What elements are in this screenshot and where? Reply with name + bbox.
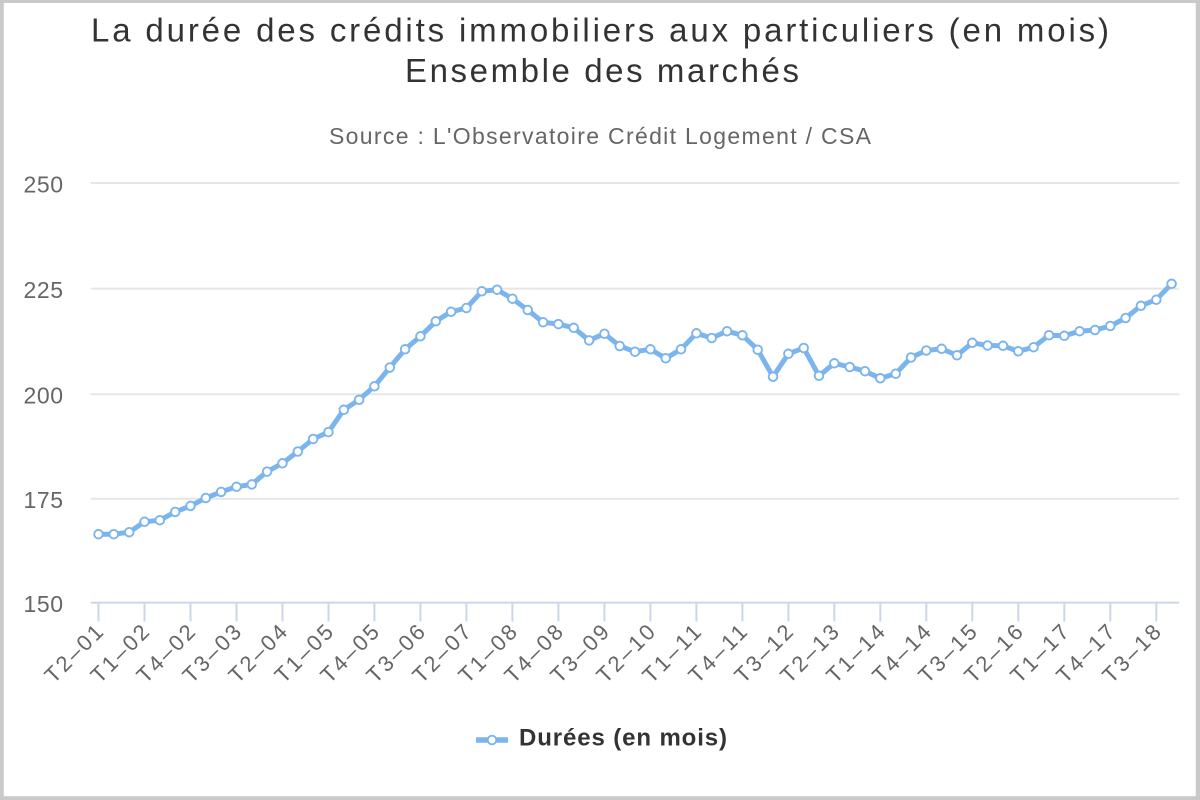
svg-text:225: 225 [24,277,64,303]
svg-text:150: 150 [24,591,64,617]
svg-text:Source : L'Observatoire Crédit: Source : L'Observatoire Crédit Logement … [329,123,872,149]
svg-text:Durées (en mois): Durées (en mois) [519,725,727,752]
svg-text:Ensemble des marchés: Ensemble des marchés [405,52,799,89]
svg-text:250: 250 [24,171,64,197]
svg-text:200: 200 [24,383,64,409]
svg-text:175: 175 [24,487,64,513]
